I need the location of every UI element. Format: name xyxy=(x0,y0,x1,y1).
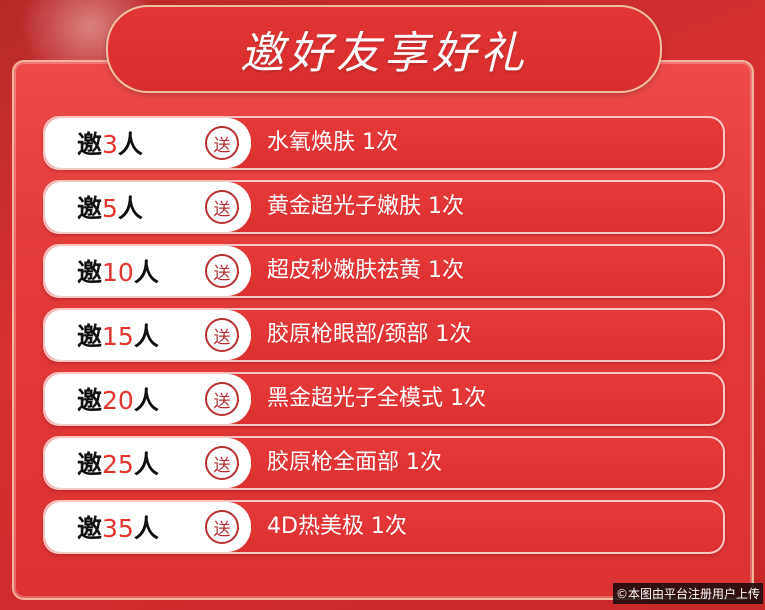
invite-count: 15 xyxy=(102,322,134,351)
invite-count: 35 xyxy=(102,514,134,543)
invite-suffix: 人 xyxy=(133,322,159,351)
reward-text: 黄金超光子嫩肤 1次 xyxy=(267,194,464,219)
invite-count-label: 邀25人 送 xyxy=(45,438,251,488)
reward-row: 邀25人 送 胶原枪全面部 1次 xyxy=(43,436,725,490)
invite-count: 25 xyxy=(102,450,134,479)
reward-row: 邀10人 送 超皮秒嫩肤祛黄 1次 xyxy=(43,244,725,298)
invite-suffix: 人 xyxy=(133,258,159,287)
invite-count: 3 xyxy=(102,130,118,159)
invite-suffix: 人 xyxy=(133,386,159,415)
gift-badge-icon: 送 xyxy=(205,190,239,224)
invite-count-label: 邀20人 送 xyxy=(45,374,251,424)
invite-count-label: 邀35人 送 xyxy=(45,502,251,552)
invite-prefix: 邀 xyxy=(77,450,103,479)
reward-text: 超皮秒嫩肤祛黄 1次 xyxy=(267,258,464,283)
invite-prefix: 邀 xyxy=(77,514,103,543)
invite-count: 20 xyxy=(102,386,134,415)
invite-count: 10 xyxy=(102,258,134,287)
invite-suffix: 人 xyxy=(117,194,143,223)
invite-count-label: 邀10人 送 xyxy=(45,246,251,296)
watermark: ©本图由平台注册用户上传 xyxy=(612,583,763,604)
gift-badge-icon: 送 xyxy=(205,446,239,480)
gift-badge-icon: 送 xyxy=(205,126,239,160)
invite-prefix: 邀 xyxy=(77,130,103,159)
page-title: 邀好友享好礼 xyxy=(240,28,528,79)
reward-text: 水氧焕肤 1次 xyxy=(267,130,398,155)
invite-prefix: 邀 xyxy=(77,194,103,223)
gift-badge-icon: 送 xyxy=(205,382,239,416)
reward-row: 邀35人 送 4D热美极 1次 xyxy=(43,500,725,554)
reward-row: 邀20人 送 黑金超光子全模式 1次 xyxy=(43,372,725,426)
invite-prefix: 邀 xyxy=(77,258,103,287)
invite-suffix: 人 xyxy=(133,450,159,479)
invite-count: 5 xyxy=(102,194,118,223)
reward-text: 胶原枪全面部 1次 xyxy=(267,450,442,475)
invite-count-label: 邀5人 送 xyxy=(45,182,251,232)
reward-text: 4D热美极 1次 xyxy=(267,514,407,539)
invite-prefix: 邀 xyxy=(77,322,103,351)
invite-suffix: 人 xyxy=(117,130,143,159)
invite-prefix: 邀 xyxy=(77,386,103,415)
title-banner: 邀好友享好礼 xyxy=(106,5,662,93)
gift-badge-icon: 送 xyxy=(205,510,239,544)
invite-count-label: 邀15人 送 xyxy=(45,310,251,360)
reward-row: 邀5人 送 黄金超光子嫩肤 1次 xyxy=(43,180,725,234)
gift-badge-icon: 送 xyxy=(205,318,239,352)
reward-row: 邀3人 送 水氧焕肤 1次 xyxy=(43,116,725,170)
invite-count-label: 邀3人 送 xyxy=(45,118,251,168)
reward-text: 黑金超光子全模式 1次 xyxy=(267,386,486,411)
invite-suffix: 人 xyxy=(133,514,159,543)
reward-text: 胶原枪眼部/颈部 1次 xyxy=(267,322,472,347)
gift-badge-icon: 送 xyxy=(205,254,239,288)
reward-row: 邀15人 送 胶原枪眼部/颈部 1次 xyxy=(43,308,725,362)
